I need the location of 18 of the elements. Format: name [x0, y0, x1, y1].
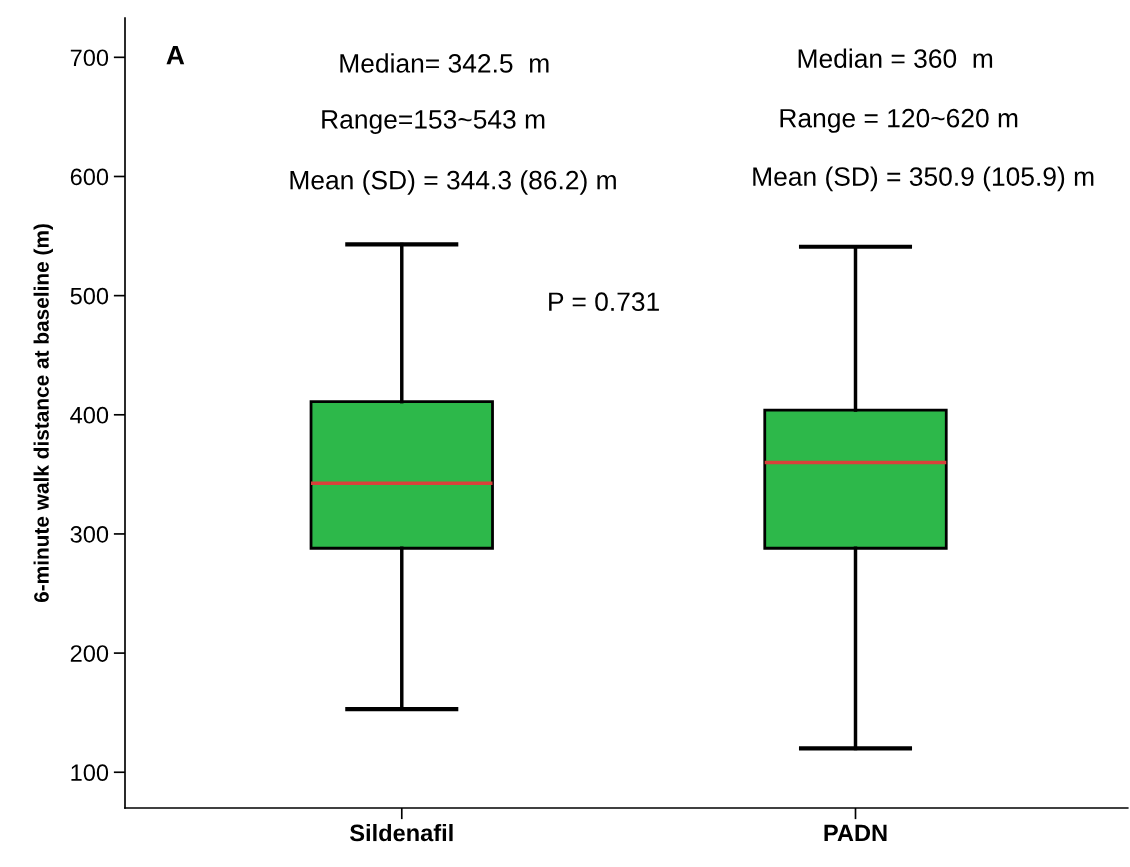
y-tick-label: 300	[70, 526, 109, 543]
y-tick-label: 500	[70, 287, 109, 305]
y-tick-label: 400	[70, 406, 109, 424]
y-axis-title: 6-minute walk distance at baseline (m)	[33, 224, 53, 603]
x-tick-label: PADN	[824, 824, 887, 842]
annotation: P = 0.731	[549, 292, 659, 312]
annotation: Range=153~543 m	[322, 110, 545, 134]
annotation: Mean (SD) = 350.9 (105.9) m	[753, 166, 1094, 192]
x-tick-label: Sildenafil	[349, 823, 453, 842]
y-tick-label: 200	[70, 645, 109, 662]
annotation: Median= 342.5 m	[340, 53, 549, 73]
y-tick-label: 100	[71, 764, 109, 782]
annotation: Mean (SD) = 344.3 (86.2) m	[290, 170, 616, 195]
annotation: Median = 360 m	[798, 48, 993, 68]
y-tick-label: 700	[70, 49, 109, 67]
y-tick-label: 600	[70, 168, 109, 186]
annotation: A	[166, 45, 185, 65]
annotation: Range = 120~620 m	[780, 108, 1018, 133]
